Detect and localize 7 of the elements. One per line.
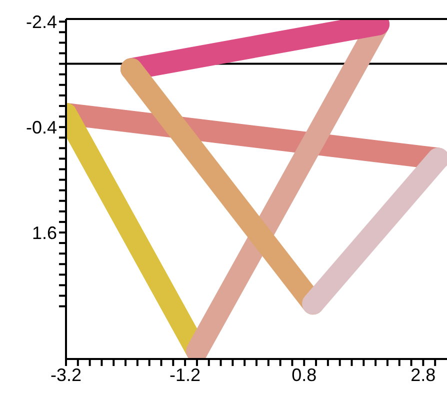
x-tick-label: -1.2 (170, 364, 201, 385)
y-tick-label: -2.4 (26, 12, 57, 32)
x-tick-label: 0.8 (292, 364, 317, 385)
x-tick-label: 2.8 (410, 364, 436, 385)
y-tick-label: -0.4 (26, 117, 57, 138)
y-tick-label: 1.6 (32, 222, 57, 243)
x-tick-label: -3.2 (50, 364, 82, 385)
